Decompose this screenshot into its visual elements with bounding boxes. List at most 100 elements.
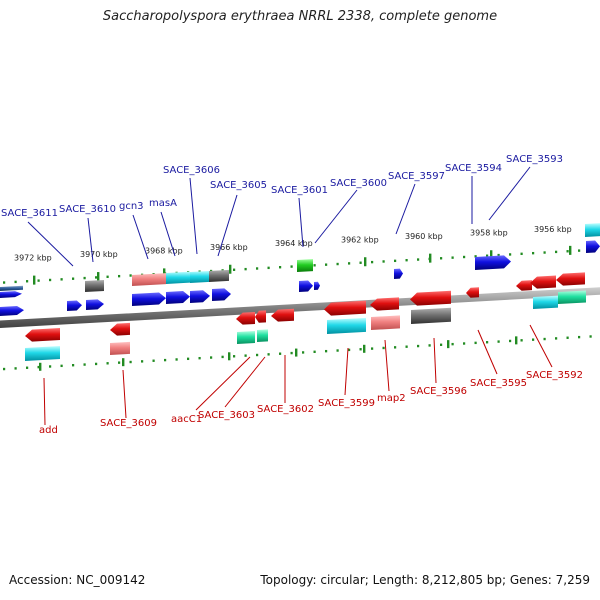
major-tick [569,245,572,255]
gene-label[interactable]: SACE_3596 [410,386,467,397]
lower-scale-track [3,335,592,371]
major-tick [97,272,100,282]
gene-label[interactable]: SACE_3599 [318,398,375,409]
scale-dot [290,265,293,268]
gene-feature[interactable] [314,281,320,290]
gene-feature[interactable] [556,272,585,286]
scale-dot [336,262,339,266]
leader-line [122,369,127,419]
gene-feature[interactable] [236,311,255,325]
scale-dot [486,341,489,344]
scale-dot [244,267,247,271]
gene-label[interactable]: SACE_3609 [100,418,157,429]
scale-dot [198,356,201,360]
scale-dot [532,251,535,255]
gene-feature[interactable] [0,306,24,316]
gene-feature[interactable] [25,328,60,342]
gene-feature[interactable] [166,271,190,284]
gene-feature[interactable] [530,275,556,289]
gene-label[interactable]: SACE_3610 [59,204,116,215]
major-tick [490,250,493,260]
gene-feature[interactable] [132,292,166,306]
gene-feature[interactable] [516,280,532,291]
scale-dot [14,367,17,370]
major-tick [39,362,42,371]
gene-feature[interactable] [586,240,600,253]
scale-dot [244,354,247,357]
gene-feature[interactable] [212,288,231,301]
gene-feature[interactable] [110,322,130,336]
gene-feature[interactable] [85,279,104,292]
gene-label[interactable]: aacC1 [171,414,202,425]
gene-feature[interactable] [110,341,130,355]
major-tick [515,336,518,345]
gene-feature[interactable] [255,310,266,323]
gene-feature[interactable] [411,307,451,324]
gene-feature[interactable] [299,280,313,292]
scale-dot [520,252,523,256]
scale-dot [440,343,443,346]
gene-feature[interactable] [394,268,403,279]
leader-line [43,377,46,426]
gene-feature[interactable] [533,295,558,309]
gene-feature[interactable] [475,255,511,270]
scale-label: 3958 kbp [470,228,508,237]
gene-feature[interactable] [237,331,255,344]
gene-label[interactable]: map2 [377,393,406,404]
gene-feature[interactable] [327,317,366,334]
gene-feature[interactable] [0,285,23,291]
gene-label[interactable]: SACE_3592 [526,370,583,381]
gene-feature[interactable] [371,315,400,330]
gene-feature[interactable] [585,223,600,237]
gene-feature[interactable] [370,297,399,311]
gene-label[interactable]: SACE_3595 [470,378,527,389]
gene-feature[interactable] [86,299,104,310]
leader-line [433,337,437,384]
gene-label[interactable]: SACE_3601 [271,185,328,196]
gene-label[interactable]: gcn3 [119,201,144,212]
gene-label[interactable]: SACE_3606 [163,165,220,176]
leader-line [314,189,358,244]
gene-feature[interactable] [257,329,268,342]
gene-feature[interactable] [410,290,451,306]
gene-feature[interactable] [190,270,210,283]
leader-line [189,177,198,255]
scale-dot [187,357,190,361]
gene-label[interactable]: SACE_3605 [210,180,267,191]
gene-label[interactable]: SACE_3600 [330,178,387,189]
scale-dot [129,360,132,364]
gene-label[interactable]: SACE_3603 [198,410,255,421]
gene-feature[interactable] [0,291,22,298]
gene-label[interactable]: SACE_3594 [445,163,502,174]
gene-feature[interactable] [324,300,366,316]
scale-label: 3964 kbp [275,239,313,248]
major-tick [122,358,125,367]
gene-feature[interactable] [25,346,60,361]
gene-label[interactable]: SACE_3611 [1,208,58,219]
gene-feature[interactable] [271,308,294,322]
scale-dot [60,364,63,368]
map-title: Saccharopolyspora erythraea NRRL 2338, c… [102,9,498,24]
gene-label[interactable]: SACE_3602 [257,404,314,415]
gene-feature[interactable] [297,259,313,272]
scale-dot [37,279,40,282]
scale-dot [371,347,374,350]
scale-dot [83,363,86,366]
scale-dot [451,342,454,346]
scale-dot [566,250,569,253]
gene-feature[interactable] [558,290,586,304]
scale-dot [543,337,546,341]
scale-dot [313,264,316,267]
scale-dot [497,340,500,343]
gene-label[interactable]: SACE_3597 [388,171,445,182]
scale-dot [336,349,339,352]
gene-label[interactable]: add [39,425,58,436]
gene-feature[interactable] [190,290,210,303]
gene-feature[interactable] [132,273,166,286]
gene-feature[interactable] [466,287,479,298]
gene-feature[interactable] [67,300,82,311]
gene-feature[interactable] [166,291,190,304]
gene-feature[interactable] [209,269,229,282]
gene-label[interactable]: masA [149,198,177,209]
gene-label[interactable]: SACE_3593 [506,154,563,165]
